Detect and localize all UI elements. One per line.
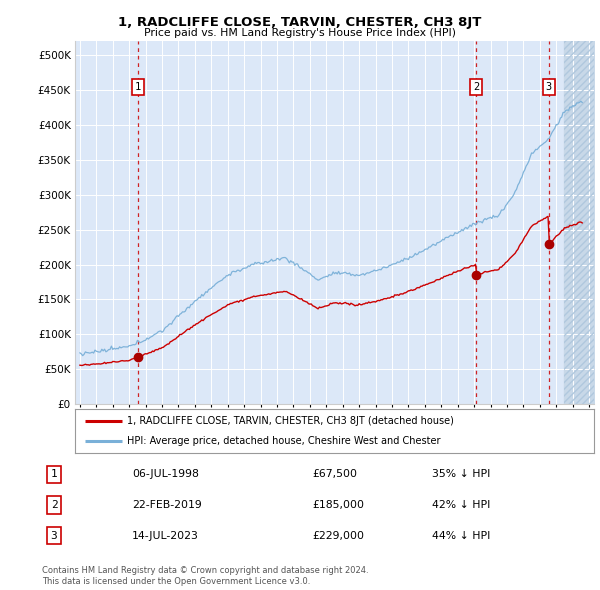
Text: 3: 3 <box>545 81 552 91</box>
Text: 1, RADCLIFFE CLOSE, TARVIN, CHESTER, CH3 8JT (detached house): 1, RADCLIFFE CLOSE, TARVIN, CHESTER, CH3… <box>127 416 454 426</box>
Text: Price paid vs. HM Land Registry's House Price Index (HPI): Price paid vs. HM Land Registry's House … <box>144 28 456 38</box>
Text: 35% ↓ HPI: 35% ↓ HPI <box>432 470 490 479</box>
Text: 3: 3 <box>50 531 58 540</box>
Text: 06-JUL-1998: 06-JUL-1998 <box>132 470 199 479</box>
Text: £185,000: £185,000 <box>312 500 364 510</box>
Text: 1: 1 <box>50 470 58 479</box>
Text: 22-FEB-2019: 22-FEB-2019 <box>132 500 202 510</box>
Text: Contains HM Land Registry data © Crown copyright and database right 2024.: Contains HM Land Registry data © Crown c… <box>42 566 368 575</box>
Text: 42% ↓ HPI: 42% ↓ HPI <box>432 500 490 510</box>
Text: This data is licensed under the Open Government Licence v3.0.: This data is licensed under the Open Gov… <box>42 577 310 586</box>
Text: £229,000: £229,000 <box>312 531 364 540</box>
Text: 44% ↓ HPI: 44% ↓ HPI <box>432 531 490 540</box>
Text: 1, RADCLIFFE CLOSE, TARVIN, CHESTER, CH3 8JT: 1, RADCLIFFE CLOSE, TARVIN, CHESTER, CH3… <box>118 16 482 29</box>
Text: 2: 2 <box>473 81 479 91</box>
Text: 1: 1 <box>134 81 141 91</box>
Text: 2: 2 <box>50 500 58 510</box>
Text: 14-JUL-2023: 14-JUL-2023 <box>132 531 199 540</box>
Text: HPI: Average price, detached house, Cheshire West and Chester: HPI: Average price, detached house, Ches… <box>127 436 440 446</box>
Text: £67,500: £67,500 <box>312 470 357 479</box>
Bar <box>565 0 594 404</box>
